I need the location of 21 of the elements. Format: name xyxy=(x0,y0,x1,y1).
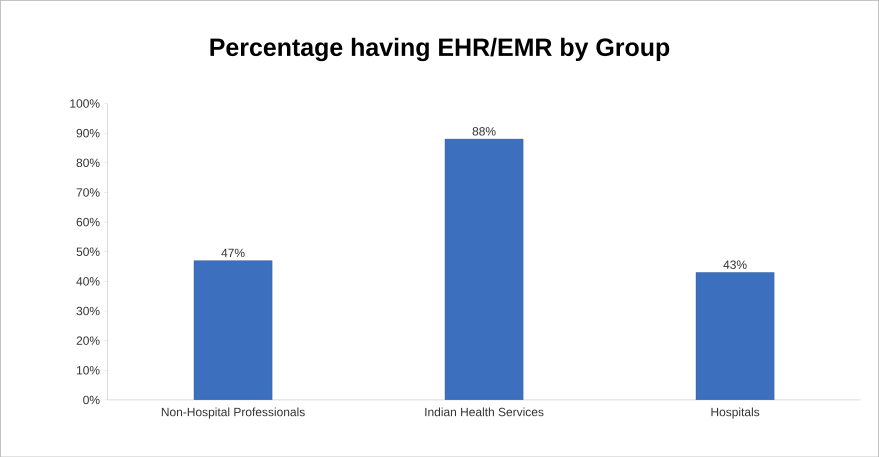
y-tick-label: 50% xyxy=(76,247,100,256)
y-tick-label: 30% xyxy=(76,306,100,316)
x-tick-label: Non-Hospital Professionals xyxy=(162,407,305,418)
y-tick-label: 10% xyxy=(76,366,100,374)
x-tick-label: Hospitals xyxy=(711,407,760,418)
bar xyxy=(194,260,272,400)
y-tick-label: 70% xyxy=(76,188,100,196)
bar xyxy=(444,138,524,400)
y-tick-label: 0% xyxy=(83,395,100,404)
y-tick-label: 80% xyxy=(76,158,100,167)
data-label: 43% xyxy=(723,260,747,269)
bar xyxy=(696,272,774,400)
y-tick-label: 40% xyxy=(76,276,100,286)
y-tick-label: 90% xyxy=(76,128,100,138)
chart-title: Percentage having EHR/EMR by Group xyxy=(210,38,670,61)
data-label: 47% xyxy=(221,248,245,257)
y-tick-label: 60% xyxy=(76,218,100,226)
y-tick-label: 20% xyxy=(76,336,100,345)
y-tick-label: 100% xyxy=(70,99,100,108)
x-tick-label: Indian Health Services xyxy=(425,407,544,416)
data-label: 88% xyxy=(472,126,496,136)
